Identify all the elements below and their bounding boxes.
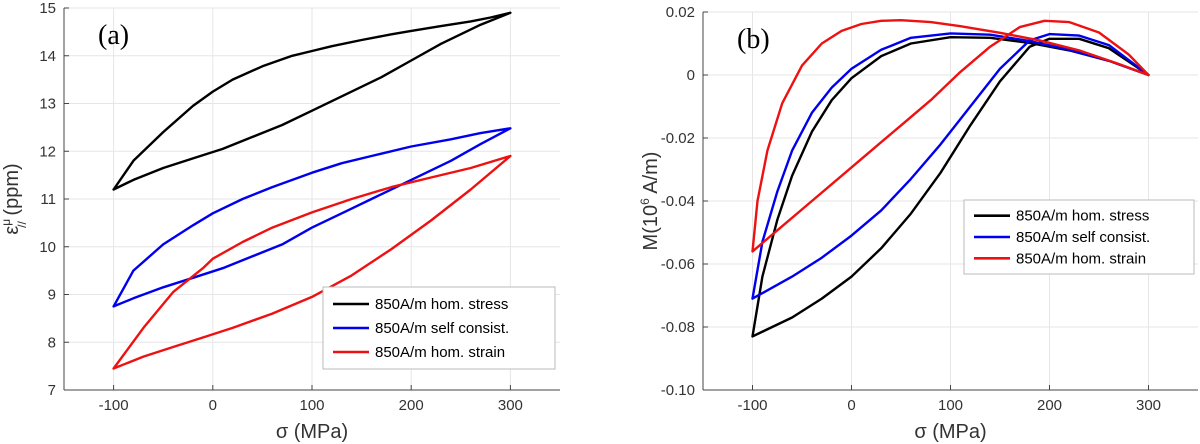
y-tick-label: -0.06 — [661, 256, 695, 273]
y-tick-label: -0.02 — [661, 130, 695, 147]
y-tick-label: 11 — [40, 191, 56, 208]
y-tick-label: 10 — [39, 239, 56, 256]
y-tick-label: 0.02 — [666, 4, 695, 21]
y-tick-label: -0.04 — [661, 193, 695, 210]
chart-a: -100 0 100 200 300 7 8 9 10 11 12 13 14 15 σ (MPa) εμ//… — [0, 0, 560, 443]
y-tick-label: 0 — [687, 67, 695, 84]
panel-label: (a) — [98, 20, 129, 51]
x-axis-label: σ (MPa) — [276, 421, 348, 443]
y-tick-label: 7 — [48, 382, 56, 399]
panel-label: (b) — [737, 24, 770, 55]
x-tick-label: 300 — [498, 397, 523, 414]
series-line-2 — [751, 19, 1150, 253]
y-axis-label: εμ// (ppm) — [0, 163, 29, 234]
series-line-1 — [112, 127, 512, 308]
legend-label-2: 850A/m hom. strain — [1016, 250, 1146, 267]
y-axis-label: M(106 A/m) — [638, 152, 662, 251]
x-axis-label: σ (MPa) — [914, 421, 986, 443]
x-tick-label: 200 — [399, 397, 424, 414]
series-line-2 — [112, 154, 512, 370]
y-tick-label: 13 — [39, 96, 56, 113]
y-tick-label: 8 — [48, 334, 56, 351]
chart-b: -100 0 100 200 300 -0.10 -0.08 -0.06 -0.04 -0.02 0… — [638, 4, 1198, 443]
x-tick-label: 200 — [1037, 397, 1062, 414]
legend: 850A/m hom. stress 850A/m self consist. 85… — [963, 199, 1195, 275]
legend-label-1: 850A/m self consist. — [1016, 229, 1150, 246]
legend-label-2: 850A/m hom. strain — [375, 344, 505, 361]
x-tick-label: 100 — [938, 397, 963, 414]
legend: 850A/m hom. stress 850A/m self consist. 85… — [322, 286, 556, 370]
y-tick-label: 14 — [39, 48, 56, 65]
x-tick-label: -100 — [737, 397, 767, 414]
x-tick-label: 100 — [299, 397, 324, 414]
y-tick-label: -0.08 — [661, 319, 695, 336]
legend-label-1: 850A/m self consist. — [375, 320, 509, 337]
series-line-0 — [112, 11, 512, 191]
x-tick-label: 0 — [847, 397, 855, 414]
x-tick-label: -100 — [99, 397, 129, 414]
x-tick-label: 0 — [209, 397, 217, 414]
x-tick-label: 300 — [1136, 397, 1161, 414]
legend-label-0: 850A/m hom. stress — [375, 296, 508, 313]
y-tick-label: 15 — [39, 0, 56, 17]
y-tick-label: -0.10 — [661, 382, 695, 399]
legend-label-0: 850A/m hom. stress — [1016, 208, 1149, 225]
y-tick-label: 12 — [39, 143, 56, 160]
y-tick-label: 9 — [48, 287, 56, 304]
